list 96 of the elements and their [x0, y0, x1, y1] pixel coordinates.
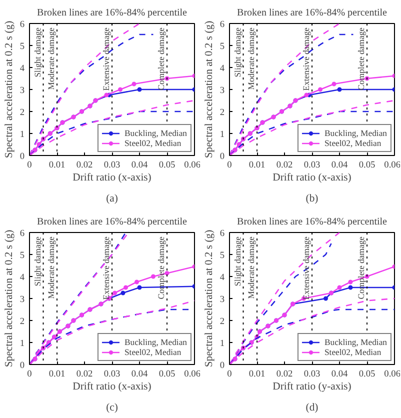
x-tick-label: 0 [27, 160, 32, 170]
y-tick-label: 1 [220, 130, 225, 140]
text: (a) [106, 194, 118, 204]
y-tick-label: 1 [220, 339, 225, 349]
x-tick-label: 0.04 [331, 160, 348, 170]
x-axis-title: Drift ratio (x-axis) [72, 382, 152, 392]
y-tick-label: 5 [20, 251, 25, 261]
x-tick-label: 0 [227, 370, 232, 380]
y-tick-label: 2 [20, 317, 25, 327]
y-tick-label: 3 [220, 86, 225, 96]
x-tick-label: 0.05 [158, 370, 176, 380]
ref-line-label: Moderate damage [46, 236, 56, 299]
x-tick-label: 0.03 [304, 370, 320, 380]
y-tick-label: 1 [20, 339, 25, 349]
ref-line-label: Complete damage [156, 236, 166, 300]
legend-label: Buckling, Median [324, 337, 387, 347]
ref-line-label: Complete damage [156, 27, 166, 90]
y-tick-label: 1 [20, 130, 25, 140]
x-tick-label: 0.05 [358, 160, 376, 170]
y-tick-label: 4 [20, 273, 25, 283]
x-tick-label: 0.06 [184, 370, 201, 380]
y-axis-title: Spectral acceleration at 0.2 s (g) [4, 20, 15, 158]
chart-title: Broken lines are 16%-84% percentile [37, 8, 188, 18]
x-axis-title: Drift ratio (x-axis) [72, 172, 152, 184]
x-tick-label: 0.02 [76, 160, 93, 170]
y-tick-label: 0 [20, 361, 25, 371]
y-tick-label: 5 [220, 42, 225, 52]
legend-label: Buckling, Median [124, 337, 187, 347]
ref-line-label: Slight damage [232, 236, 242, 286]
y-axis-title: Spectral acceleration at 0.2 s (g) [4, 229, 15, 368]
y-tick-label: 5 [20, 42, 25, 52]
x-tick-label: 0.06 [384, 370, 401, 380]
y-tick-label: 4 [220, 273, 225, 283]
x-tick-label: 0 [227, 160, 232, 170]
x-tick-label: 0 [27, 370, 32, 380]
y-tick-label: 0 [20, 152, 25, 162]
y-axis-title: Spectral acceleration at 0.2 s (g) [204, 20, 215, 158]
ref-line-label: Moderate damage [246, 27, 256, 90]
y-tick-label: 3 [220, 295, 225, 305]
y-tick-label: 0 [220, 361, 225, 371]
ref-line-label: Extensive damage [301, 27, 311, 91]
y-axis-title: Spectral acceleration at 0.2 s (g) [204, 229, 215, 368]
y-tick-label: 6 [20, 229, 25, 239]
ref-line-label: Extensive damage [101, 27, 111, 91]
y-tick-label: 4 [220, 64, 225, 74]
y-tick-label: 2 [220, 317, 225, 327]
y-tick-label: 6 [220, 20, 225, 30]
text: (d) [306, 402, 319, 414]
x-tick-label: 0.03 [104, 160, 120, 170]
x-tick-label: 0.02 [276, 370, 293, 380]
legend-label: Steel02, Median [324, 138, 382, 148]
text: (c) [106, 402, 118, 414]
ref-line-label: Slight damage [32, 27, 42, 78]
y-tick-label: 2 [220, 108, 225, 118]
legend-label: Buckling, Median [124, 128, 187, 138]
ref-line-label: Complete damage [356, 27, 366, 90]
x-tick-label: 0.04 [131, 160, 148, 170]
x-tick-label: 0.03 [104, 370, 120, 380]
ref-line-label: Extensive damage [101, 236, 111, 300]
x-tick-label: 0.04 [131, 370, 148, 380]
x-axis-title: Drift ratio (x-axis) [272, 172, 352, 184]
ref-line-label: Moderate damage [46, 27, 56, 90]
x-tick-label: 0.03 [304, 160, 320, 170]
legend-label: Steel02, Median [324, 347, 382, 357]
ref-line-label: Moderate damage [246, 236, 256, 299]
legend-label: Steel02, Median [124, 138, 182, 148]
legend-label: Steel02, Median [124, 347, 182, 357]
y-tick-label: 3 [20, 295, 25, 305]
y-tick-label: 5 [220, 251, 225, 261]
y-tick-label: 6 [20, 20, 25, 30]
y-tick-label: 2 [20, 108, 25, 118]
ref-line-label: Slight damage [32, 236, 42, 286]
x-tick-label: 0.02 [76, 370, 93, 380]
text: (b) [306, 194, 319, 204]
x-tick-label: 0.01 [248, 370, 266, 380]
y-tick-label: 0 [220, 152, 225, 162]
chart-title: Broken lines are 16%-84% percentile [237, 8, 388, 18]
ref-line-label: Slight damage [232, 27, 242, 78]
x-tick-label: 0.02 [276, 160, 293, 170]
x-tick-label: 0.06 [184, 160, 201, 170]
x-tick-label: 0.05 [158, 160, 176, 170]
x-tick-label: 0.05 [358, 370, 376, 380]
x-tick-label: 0.01 [48, 160, 66, 170]
x-tick-label: 0.06 [384, 160, 401, 170]
x-tick-label: 0.01 [248, 160, 266, 170]
y-tick-label: 4 [20, 64, 25, 74]
chart-title: Broken lines are 16%-84% percentile [37, 216, 188, 228]
ref-line-label: Extensive damage [301, 236, 311, 300]
legend-label: Buckling, Median [324, 128, 387, 138]
ref-line-label: Complete damage [356, 236, 366, 300]
x-tick-label: 0.01 [48, 370, 66, 380]
y-tick-label: 6 [220, 229, 225, 239]
x-axis-title: Drift ratio (y-axis) [272, 382, 352, 392]
chart-title: Broken lines are 16%-84% percentile [237, 216, 388, 228]
y-tick-label: 3 [20, 86, 25, 96]
x-tick-label: 0.04 [331, 370, 348, 380]
